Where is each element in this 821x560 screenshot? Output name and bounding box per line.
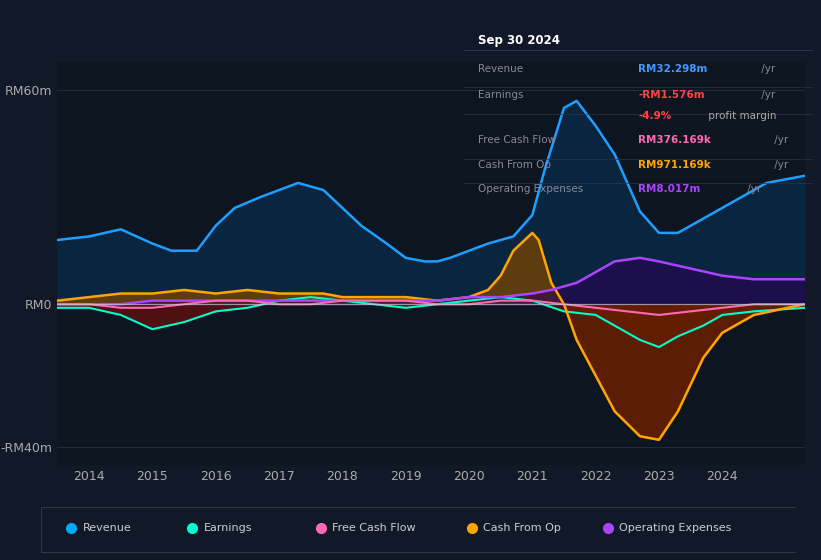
Text: Free Cash Flow: Free Cash Flow [332,523,415,533]
Text: /yr: /yr [771,160,788,170]
Text: /yr: /yr [745,184,762,194]
Text: Earnings: Earnings [478,90,523,100]
Text: Earnings: Earnings [204,523,252,533]
Text: Operating Expenses: Operating Expenses [619,523,732,533]
Text: Revenue: Revenue [83,523,131,533]
Text: RM32.298m: RM32.298m [639,64,708,74]
Text: Cash From Op: Cash From Op [478,160,551,170]
Text: RM971.169k: RM971.169k [639,160,711,170]
Text: /yr: /yr [758,90,775,100]
Text: Operating Expenses: Operating Expenses [478,184,583,194]
Text: /yr: /yr [758,64,775,74]
Text: Free Cash Flow: Free Cash Flow [478,135,556,145]
Text: RM8.017m: RM8.017m [639,184,700,194]
Text: RM376.169k: RM376.169k [639,135,711,145]
Text: -RM1.576m: -RM1.576m [639,90,705,100]
Text: profit margin: profit margin [704,111,776,120]
Text: -4.9%: -4.9% [639,111,672,120]
Text: Sep 30 2024: Sep 30 2024 [478,34,560,47]
Text: Revenue: Revenue [478,64,523,74]
Text: Cash From Op: Cash From Op [483,523,561,533]
Text: /yr: /yr [771,135,788,145]
